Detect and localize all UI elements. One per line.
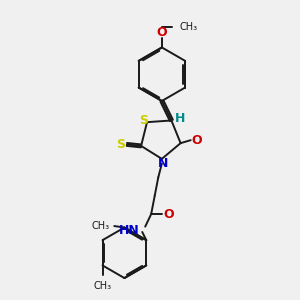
Text: S: S	[139, 114, 148, 127]
Text: S: S	[116, 138, 125, 151]
Text: N: N	[158, 157, 169, 170]
Text: CH₃: CH₃	[180, 22, 198, 32]
Text: HN: HN	[119, 224, 140, 237]
Text: O: O	[191, 134, 202, 147]
Text: H: H	[175, 112, 185, 124]
Text: CH₃: CH₃	[92, 221, 110, 231]
Text: O: O	[156, 26, 167, 38]
Text: CH₃: CH₃	[94, 281, 112, 291]
Text: O: O	[164, 208, 174, 220]
